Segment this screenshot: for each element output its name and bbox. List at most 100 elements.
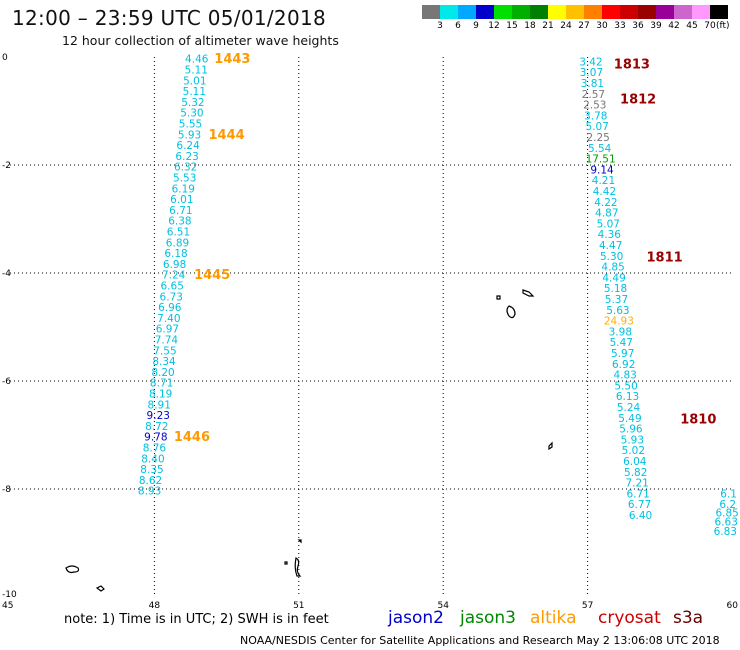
credit-line: NOAA/NESDIS Center for Satellite Applica… — [240, 634, 720, 647]
color-swatch — [620, 5, 638, 19]
color-swatch — [530, 5, 548, 19]
wave-height-reading: 8.35 — [140, 464, 163, 476]
color-swatch — [692, 5, 710, 19]
track-right-2: 6.16.26.856.636.83 — [714, 488, 739, 538]
wave-height-reading: 9.78 — [144, 432, 167, 444]
wave-height-reading: 7.74 — [155, 335, 179, 347]
wave-height-reading: 4.85 — [601, 262, 624, 274]
wave-height-reading: 4.46 — [185, 54, 209, 66]
wave-height-reading: 5.82 — [624, 467, 647, 479]
wave-height-reading: 24.93 — [604, 316, 634, 328]
wave-height-reading: 3.81 — [581, 78, 604, 90]
color-scale-label: 9 — [473, 21, 479, 31]
wave-height-reading: 2.57 — [582, 89, 605, 101]
wave-height-reading: 6.71 — [626, 488, 649, 500]
wave-height-reading: 8.20 — [151, 367, 174, 379]
color-scale-label: 6 — [455, 21, 461, 31]
satellite-legend-jason2: jason2 — [388, 608, 444, 628]
color-swatch — [512, 5, 530, 19]
color-scale-label: 36 — [632, 21, 644, 31]
wave-height-reading: 8.93 — [138, 486, 161, 498]
wave-height-reading: 4.49 — [602, 272, 625, 284]
island-outline — [284, 561, 288, 565]
satellite-legend-cryosat: cryosat — [598, 608, 661, 628]
pass-number-label: 1444 — [209, 128, 245, 143]
wave-height-reading: 4.47 — [599, 240, 622, 252]
wave-height-reading: 5.96 — [619, 424, 643, 436]
wave-height-reading: 5.97 — [611, 348, 634, 360]
footer-note: note: 1) Time is in UTC; 2) SWH is in fe… — [64, 612, 329, 627]
color-scale-unit: (ft) — [716, 21, 730, 31]
wave-height-reading: 6.23 — [175, 151, 198, 163]
y-tick-label: -4 — [2, 269, 11, 279]
wave-height-reading: 6.18 — [164, 248, 187, 260]
wave-height-reading: 6.1 — [720, 488, 737, 500]
satellite-legend-jason3: jason3 — [460, 608, 516, 628]
color-scale-label: 15 — [506, 21, 518, 31]
wave-height-reading: 6.73 — [160, 291, 183, 303]
wave-height-reading: 9.23 — [147, 410, 170, 422]
pass-number-label: 1811 — [647, 250, 683, 265]
wave-height-reading: 8.72 — [145, 421, 168, 433]
wave-height-reading: 6.96 — [158, 302, 182, 314]
color-swatch — [674, 5, 692, 19]
pass-number-label: 1446 — [174, 430, 210, 445]
wave-height-reading: 6.38 — [168, 216, 191, 228]
island-outline — [496, 295, 501, 300]
wave-height-reading: 7.40 — [157, 313, 180, 325]
wave-height-reading: 7.21 — [625, 478, 648, 490]
pass-labels: 1443 1444 1445 1446 1813 1812 1811 1810 — [174, 52, 717, 445]
color-swatch — [476, 5, 494, 19]
wave-height-reading: 6.83 — [714, 526, 737, 538]
wave-height-reading: 3.07 — [580, 67, 603, 79]
wave-height-reading: 6.89 — [166, 237, 189, 249]
y-tick-label: 0 — [2, 53, 8, 63]
color-swatch — [710, 5, 728, 19]
wave-height-reading: 8.62 — [139, 475, 162, 487]
y-tick-label: -10 — [2, 590, 17, 600]
island-outline — [506, 305, 516, 319]
wave-height-reading: 5.30 — [180, 108, 203, 120]
wave-height-reading: 5.50 — [614, 380, 637, 392]
wave-height-reading: 5.24 — [617, 402, 641, 414]
wave-height-reading: 4.22 — [594, 197, 617, 209]
color-swatch — [566, 5, 584, 19]
island-outline — [65, 565, 80, 574]
wave-height-reading: 6.40 — [629, 510, 652, 522]
map-grid — [10, 57, 732, 597]
wave-height-reading: 6.65 — [161, 281, 184, 293]
wave-height-reading: 6.24 — [176, 140, 200, 152]
wave-height-reading: 6.01 — [170, 194, 193, 206]
wave-height-reading: 5.63 — [606, 305, 629, 317]
color-scale-label: 24 — [560, 21, 572, 31]
color-swatch — [494, 5, 512, 19]
wave-height-reading: 5.53 — [173, 173, 196, 185]
wave-height-reading: 5.47 — [610, 337, 633, 349]
color-scale-label: 45 — [686, 21, 698, 31]
wave-height-reading: 6.71 — [169, 205, 192, 217]
wave-height-reading: 9.14 — [590, 164, 614, 176]
wave-height-reading: 5.07 — [586, 121, 609, 133]
color-scale-label: 27 — [578, 21, 590, 31]
wave-height-reading: 8.76 — [143, 443, 167, 455]
y-axis-ticks: 0 -2 -4 -6 -8 -10 — [2, 53, 17, 600]
wave-height-reading: 5.54 — [588, 143, 612, 155]
color-swatch — [548, 5, 566, 19]
wave-height-reading: 6.19 — [172, 183, 195, 195]
map-subtitle: 12 hour collection of altimeter wave hei… — [62, 33, 339, 48]
island-outline — [522, 289, 535, 297]
color-swatch — [656, 5, 674, 19]
wave-height-reading: 6.85 — [715, 507, 738, 519]
color-scale-label: 18 — [524, 21, 536, 31]
island-outline — [95, 585, 105, 592]
pass-number-label: 1443 — [214, 52, 250, 67]
wave-height-reading: 3.78 — [584, 110, 607, 122]
wave-height-reading: 5.02 — [622, 445, 645, 457]
wave-height-reading: 6.63 — [715, 516, 738, 528]
wave-height-reading: 4.21 — [592, 175, 615, 187]
x-tick-label: 48 — [149, 601, 161, 611]
wave-height-reading: 6.97 — [156, 324, 179, 336]
y-tick-label: -6 — [2, 377, 11, 387]
x-tick-label: 60 — [727, 601, 739, 611]
